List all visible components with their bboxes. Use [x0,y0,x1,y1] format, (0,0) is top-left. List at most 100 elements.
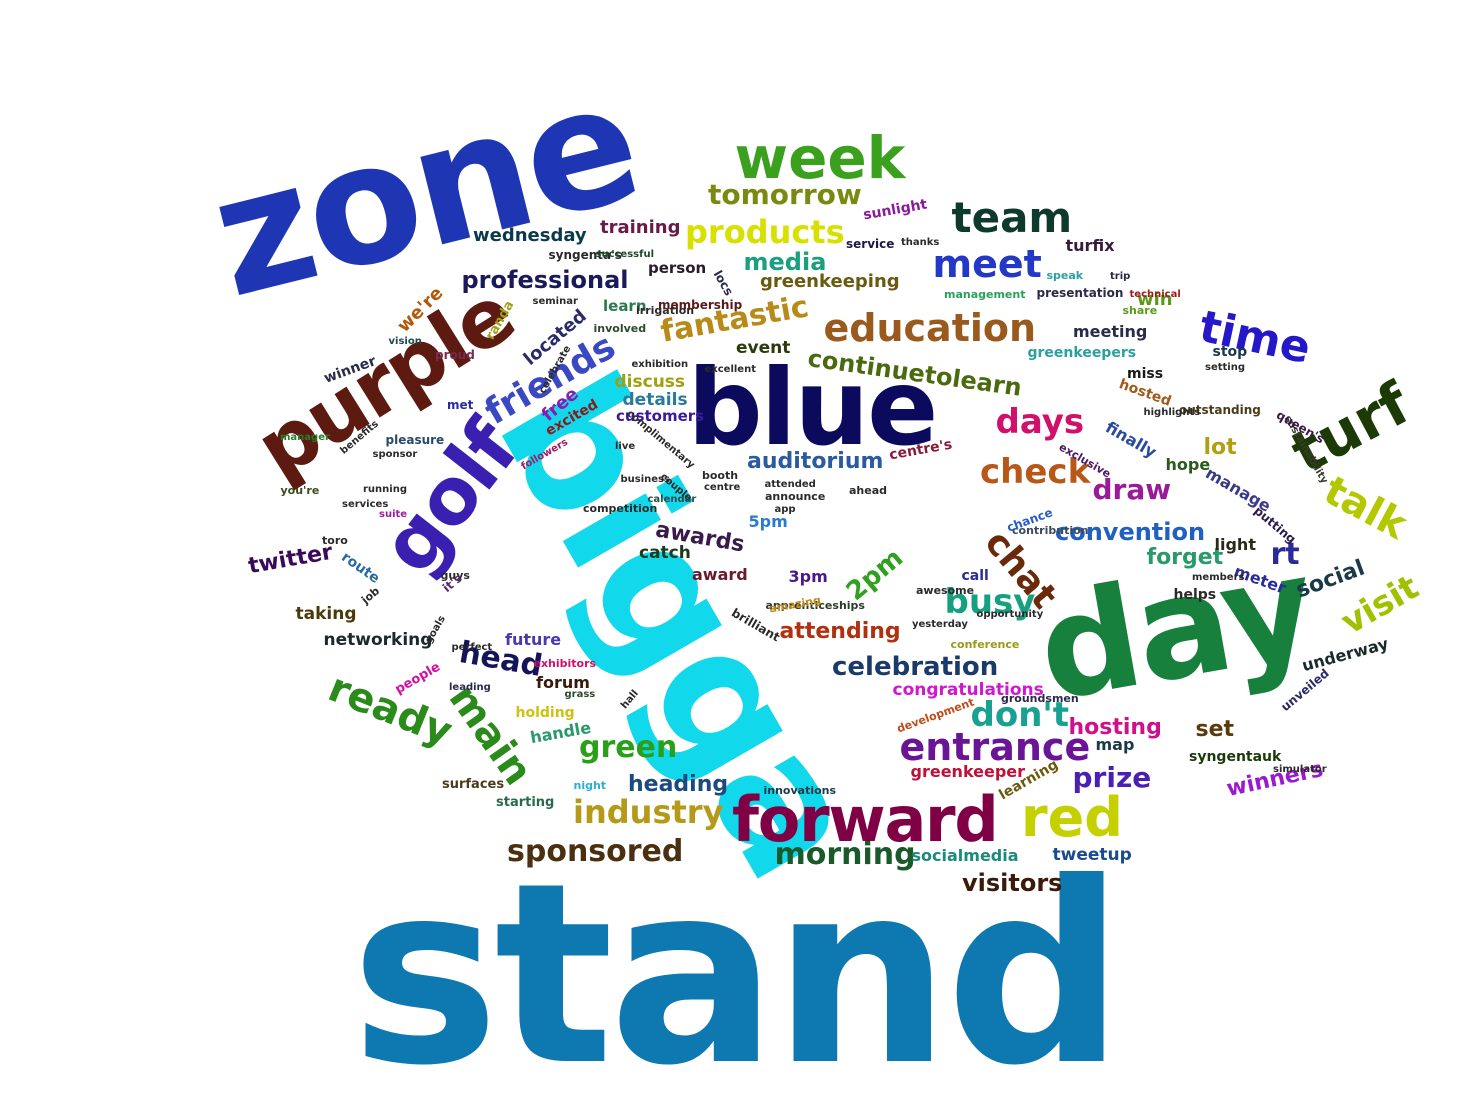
word-calendar: calendar [647,494,697,505]
word-entrance: entrance [899,725,1091,769]
word-people: people [392,659,444,697]
word-check: check [980,452,1091,492]
word-industry: industry [573,793,724,831]
word-presentation: presentation [1036,286,1124,300]
word-sponsored: sponsored [507,834,684,869]
word-sponsor: sponsor [372,449,418,460]
word-training: training [600,217,681,238]
word-lot: lot [1203,435,1237,460]
word-meeting: meeting [1073,322,1148,341]
word-miss: miss [1127,366,1164,382]
word-heading: heading [628,772,729,797]
word-contribution: contribution [1012,523,1089,537]
word-meet: meet [932,242,1042,286]
word-award: award [692,565,748,584]
word-discuss: discuss [614,371,686,392]
word-map: map [1095,735,1135,754]
word-exhibition: exhibition [631,359,689,370]
word-tomorrow: tomorrow [708,178,862,211]
word-technical: technical [1129,289,1181,300]
word-customers: customers [616,406,705,425]
word-ahead: ahead [849,483,888,497]
word-busy: busy [944,582,1036,622]
word-hope: hope [1165,455,1211,474]
word-locs: locs [710,267,736,299]
word-running: running [363,484,407,495]
word-week: week [734,124,906,192]
word-goals: goals [423,613,448,646]
word-rt: rt [1270,537,1300,572]
word-event: event [736,337,791,358]
word-products: products [685,213,845,251]
word-speak: speak [1046,268,1084,282]
word-syngentauk: syngentauk [1189,749,1282,765]
word-pleasure: pleasure [385,433,445,447]
word-draw: draw [1092,473,1172,506]
word-night: night [573,778,607,792]
word-auditorium: auditorium [747,449,884,474]
word-share: share [1122,303,1158,317]
word-management: management [944,287,1026,301]
word-details: details [622,389,688,410]
word-tweetup: tweetup [1052,844,1132,865]
word-leading: leading [449,682,491,693]
word-greenkeepers: greenkeepers [1027,345,1137,361]
word-surfaces: surfaces [442,776,505,792]
word-syngenta-s: syngenta's [548,248,622,262]
word-person: person [648,258,707,277]
word-membership: membership [658,298,743,312]
word-excellent: excellent [704,364,756,375]
word-greenkeeper: greenkeeper [910,762,1026,781]
word-awesome: awesome [916,583,975,597]
word-red: red [1021,786,1123,849]
word-media: media [743,248,827,276]
word-toro: toro [322,533,348,547]
word-5pm: 5pm [748,512,788,531]
word-vision: vision [388,336,422,347]
word-opportunity: opportunity [976,609,1044,620]
word-seminar: seminar [532,296,578,307]
word-call: call [961,568,989,584]
word-holding: holding [515,705,575,721]
word-forget: forget [1146,545,1224,570]
word-app: app [774,504,796,515]
word-simulator: simulator [1273,764,1327,775]
word-networking: networking [323,629,433,650]
word-competition: competition [583,501,658,515]
word-visitors: visitors [962,869,1063,897]
word-irrigation: irrigation [636,303,695,317]
word-hosting: hosting [1068,715,1162,740]
word-perfect: perfect [451,642,493,653]
word-guys: guys [440,568,470,582]
word-apprenticeships: apprenticeships [765,598,865,612]
word-route: route [337,549,382,587]
word-blue: blue [687,346,939,469]
word-greenkeeping: greenkeeping [760,271,900,292]
word-suite: suite [379,509,408,520]
word-light: light [1214,535,1256,554]
word-conference: conference [950,637,1020,651]
word-2pm: 2pm [840,543,909,607]
word-yesterday: yesterday [912,619,968,630]
word-wednesday: wednesday [473,225,587,246]
word-forum: forum [536,673,590,692]
word-forward: forward [732,783,999,856]
word-business: business [620,474,670,485]
word-innovations: innovations [763,783,837,797]
word-proud: proud [435,348,475,362]
word-successful: successful [595,249,655,260]
word-helps: helps [1173,587,1217,603]
word-team: team [951,193,1073,242]
word-members: members [1192,572,1245,583]
word-highlights: highlights [1143,407,1201,418]
word-attending: attending [779,619,901,644]
word-trip: trip [1110,271,1131,282]
word-stand: stand [350,829,1125,1114]
word-main: main [439,676,541,794]
word-green: green [579,730,678,765]
word-job: job [358,583,382,607]
word-taking: taking [295,603,357,624]
word-groundsmen: groundsmen [1001,691,1079,705]
word-service: service [846,237,895,251]
